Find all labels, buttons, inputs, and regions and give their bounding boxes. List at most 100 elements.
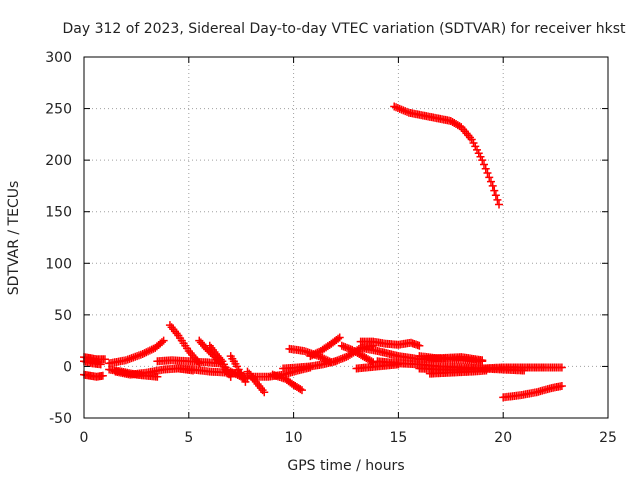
y-axis-tick-labels: -50 0 50 100 150 200 250 300 [45, 50, 72, 427]
data-point [483, 169, 492, 178]
data-point [493, 195, 502, 204]
data-point [415, 341, 424, 350]
data-point [296, 385, 305, 394]
data-point [471, 142, 480, 151]
x-tick-label: 10 [285, 430, 303, 446]
series-arc-2 [80, 370, 107, 381]
x-axis-label: GPS time / hours [287, 458, 404, 474]
data-point [399, 106, 408, 115]
y-tick-label: 200 [45, 153, 72, 169]
series-arc-8 [165, 321, 204, 368]
data-point [327, 358, 336, 367]
data-point [481, 164, 490, 173]
y-tick-label: 150 [45, 205, 72, 221]
data-point [260, 388, 269, 397]
data-point [228, 368, 237, 377]
data-point [157, 338, 166, 347]
data-point [318, 353, 327, 362]
data-point [486, 177, 495, 186]
data-point [144, 347, 153, 356]
data-point [159, 336, 168, 345]
data-point [96, 360, 105, 369]
data-point [469, 138, 478, 147]
data-point [557, 382, 566, 391]
series-arc-30 [499, 382, 566, 402]
data-point [390, 102, 399, 111]
data-point [216, 355, 225, 364]
data-point [321, 355, 330, 364]
data-point [495, 200, 504, 209]
x-tick-label: 0 [80, 430, 89, 446]
series-arc-17 [279, 357, 340, 373]
x-axis-tick-labels: 0 5 10 15 20 25 [80, 430, 617, 446]
data-point [311, 349, 320, 358]
data-point [334, 334, 343, 343]
data-point [335, 333, 344, 342]
data-point [138, 350, 147, 359]
data-point [308, 351, 317, 360]
x-tick-label: 20 [494, 430, 512, 446]
data-point [403, 107, 412, 116]
chart-title: Day 312 of 2023, Sidereal Day-to-day VTE… [63, 21, 626, 37]
data-point [233, 371, 242, 380]
data-point [474, 149, 483, 158]
data-point [297, 386, 306, 395]
series-arc-21 [337, 341, 378, 367]
data-point [147, 345, 156, 354]
data-point [397, 105, 406, 114]
data-point [467, 135, 476, 144]
data-point [557, 363, 566, 372]
data-point [100, 355, 109, 364]
series-arc-5 [105, 336, 168, 368]
series-arc-23 [356, 337, 424, 350]
data-point [485, 173, 494, 182]
data-point [140, 349, 149, 358]
series-arc-28 [415, 352, 487, 366]
data-point [482, 366, 491, 375]
data-point [230, 369, 239, 378]
data-point [195, 359, 204, 368]
data-point [491, 191, 500, 200]
series-arc-16 [268, 370, 306, 395]
data-point [313, 348, 322, 357]
data-series [80, 102, 566, 402]
x-tick-label: 25 [599, 430, 617, 446]
data-point [490, 186, 499, 195]
data-point [476, 152, 485, 161]
data-point [323, 356, 332, 365]
data-point [478, 357, 487, 366]
y-tick-label: 300 [45, 50, 72, 66]
data-point [142, 348, 151, 357]
y-tick-label: 100 [45, 256, 72, 272]
data-point [98, 371, 107, 380]
data-point [473, 145, 481, 154]
data-point [488, 181, 497, 190]
plot-frame [83, 56, 609, 419]
y-tick-label: 50 [54, 308, 72, 324]
data-point [320, 354, 329, 363]
data-point [393, 104, 402, 113]
axis-ticks [83, 56, 609, 419]
data-point [145, 346, 154, 355]
data-point [226, 367, 235, 376]
data-point [392, 103, 401, 112]
y-tick-label: 250 [45, 102, 72, 118]
y-axis-label: SDTVAR / TECUs [6, 181, 22, 296]
series-arc-29 [390, 102, 504, 209]
x-tick-label: 5 [184, 430, 193, 446]
data-point [395, 104, 404, 113]
y-tick-label: 0 [63, 359, 72, 375]
x-tick-label: 15 [389, 430, 407, 446]
data-point [306, 352, 315, 361]
y-tick-label: -50 [49, 411, 72, 427]
data-point [309, 350, 318, 359]
series-arc-19 [306, 333, 344, 361]
series-arc-3 [80, 353, 109, 364]
data-point [401, 107, 410, 116]
data-point [478, 156, 487, 165]
data-point [479, 160, 488, 169]
series-arc-27 [425, 366, 491, 378]
data-point [231, 370, 240, 379]
